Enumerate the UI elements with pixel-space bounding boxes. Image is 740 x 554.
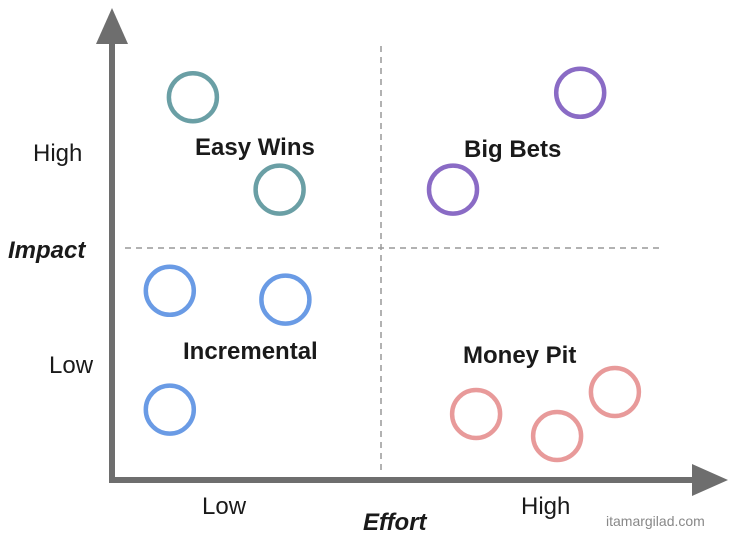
quadrant-label-big-bets: Big Bets <box>464 136 562 163</box>
item-circle-big-bets-4 <box>426 163 480 216</box>
item-circle-easy-wins-2 <box>253 163 306 216</box>
x-tick-high: High <box>521 493 571 520</box>
item-circle-money-pit-9 <box>530 409 584 463</box>
item-circle-easy-wins-1 <box>166 70 220 124</box>
item-circle-incremental-6 <box>259 273 312 326</box>
item-circles <box>143 66 642 463</box>
x-axis-title: Effort <box>363 509 427 536</box>
item-circle-incremental-5 <box>143 264 197 318</box>
quadrant-label-money-pit: Money Pit <box>463 342 577 369</box>
item-circle-incremental-7 <box>143 383 197 436</box>
y-axis-arrowhead <box>96 8 128 44</box>
x-axis-arrowhead <box>692 464 728 496</box>
y-tick-high: High <box>33 140 83 167</box>
credit-text: itamargilad.com <box>606 513 705 529</box>
x-tick-low: Low <box>202 493 247 520</box>
quadrant-label-easy-wins: Easy Wins <box>195 134 315 161</box>
item-circle-money-pit-8 <box>449 387 503 441</box>
item-circle-big-bets-3 <box>553 66 607 120</box>
y-tick-low: Low <box>49 352 94 379</box>
y-axis-title: Impact <box>8 237 86 264</box>
quadrant-label-incremental: Incremental <box>183 338 318 365</box>
item-circle-money-pit-10 <box>588 365 642 419</box>
